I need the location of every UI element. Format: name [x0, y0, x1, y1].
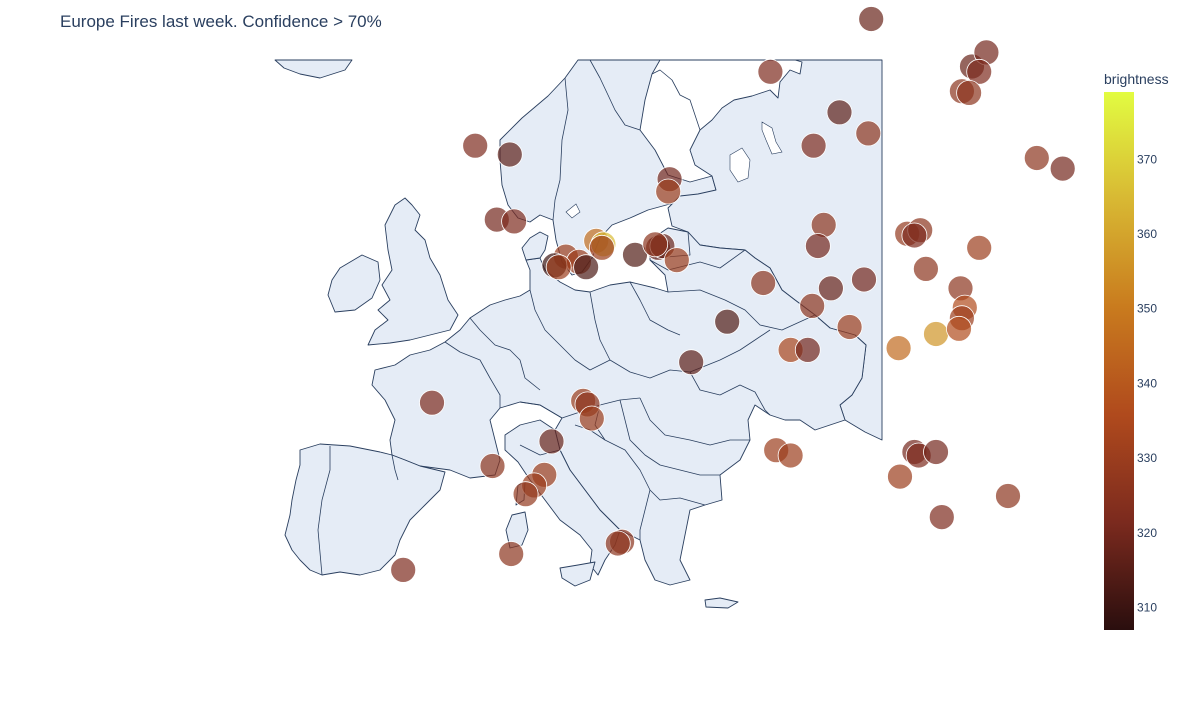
fire-point[interactable] [826, 99, 853, 126]
fire-point[interactable] [794, 336, 821, 363]
fire-point[interactable] [663, 247, 690, 274]
iceland-land [274, 59, 353, 79]
colorbar-tick-label: 330 [1137, 451, 1157, 465]
fire-point[interactable] [750, 270, 777, 296]
fire-point[interactable] [887, 463, 913, 490]
fire-point[interactable] [855, 120, 882, 147]
colorbar-tick-label: 370 [1137, 152, 1157, 166]
fire-point[interactable] [885, 335, 912, 362]
fire-point[interactable] [678, 349, 705, 376]
fire-point[interactable] [836, 314, 863, 340]
ireland-land [327, 254, 381, 313]
fire-point[interactable] [545, 254, 572, 281]
fire-point[interactable] [655, 178, 682, 205]
colorbar-tick-label: 350 [1137, 302, 1157, 316]
colorbar-tick-label: 360 [1137, 227, 1157, 241]
fire-point[interactable] [858, 6, 885, 32]
fire-point[interactable] [496, 141, 523, 168]
italy-land [504, 419, 621, 576]
colorbar-title: brightness [1104, 71, 1169, 87]
lakes-layer [565, 121, 783, 219]
fire-point[interactable] [757, 58, 784, 85]
fire-point[interactable] [1049, 155, 1076, 182]
fire-point[interactable] [573, 254, 599, 281]
chart-title: Europe Fires last week. Confidence > 70% [60, 12, 382, 31]
iberia-land [284, 443, 446, 576]
fire-point[interactable] [923, 439, 949, 465]
fire-point[interactable] [956, 80, 982, 106]
land-layer [274, 59, 883, 609]
fire-point[interactable] [512, 481, 539, 508]
fire-point[interactable] [479, 453, 506, 479]
fire-point[interactable] [1023, 145, 1050, 171]
fires-layer [390, 6, 1076, 583]
crete-land [704, 597, 739, 609]
fire-point[interactable] [800, 132, 827, 159]
colorbar: 310 320 330 340 350 360 370 [1104, 92, 1157, 630]
fire-point[interactable] [923, 321, 949, 347]
sicily-land [559, 561, 596, 587]
scandinavia-land [499, 59, 717, 276]
fire-point[interactable] [589, 234, 615, 261]
fire-point[interactable] [901, 222, 928, 249]
fire-point[interactable] [851, 266, 877, 293]
fire-point[interactable] [966, 58, 993, 85]
fire-point[interactable] [946, 315, 972, 342]
sardinia-land [505, 511, 529, 549]
borders-layer [317, 59, 816, 576]
fire-point[interactable] [928, 504, 955, 530]
colorbar-tick-label: 340 [1137, 376, 1157, 390]
colorbar-tick-label: 320 [1137, 526, 1157, 540]
fire-point[interactable] [498, 541, 525, 567]
lake-ladoga [729, 147, 751, 183]
colorbar-ticks: 310 320 330 340 350 360 370 [1137, 152, 1157, 614]
denmark-land [521, 231, 549, 261]
great-britain-land [367, 197, 459, 346]
fire-point[interactable] [966, 234, 993, 261]
fire-point[interactable] [777, 442, 804, 469]
colorbar-gradient [1104, 92, 1134, 630]
fire-point[interactable] [805, 233, 831, 259]
colorbar-tick-label: 310 [1137, 601, 1157, 615]
fire-point[interactable] [419, 389, 445, 416]
lake-vanern [565, 203, 581, 219]
fire-point[interactable] [995, 483, 1021, 509]
fire-point[interactable] [913, 255, 939, 282]
fire-point[interactable] [818, 275, 844, 302]
fire-point[interactable] [799, 292, 826, 319]
fire-point[interactable] [538, 428, 565, 455]
fire-point[interactable] [390, 557, 417, 583]
fire-point[interactable] [578, 405, 605, 432]
lake-onega [761, 121, 783, 155]
fire-point[interactable] [604, 530, 631, 557]
fire-point[interactable] [642, 231, 669, 258]
fire-point[interactable] [714, 308, 741, 335]
fire-point[interactable] [462, 132, 489, 159]
fire-point[interactable] [501, 208, 527, 235]
